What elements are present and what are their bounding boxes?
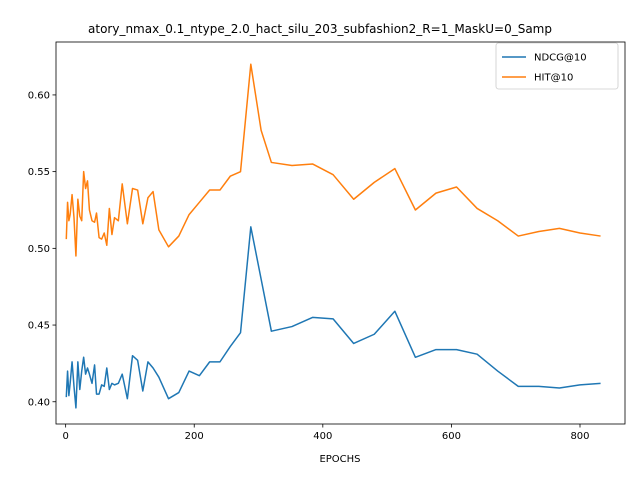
y-tick-label: 0.50 <box>28 244 50 255</box>
chart-title: atory_nmax_0.1_ntype_2.0_hact_silu_203_s… <box>88 22 552 36</box>
plot-background <box>56 42 625 424</box>
x-axis-label: EPOCHS <box>319 454 360 465</box>
x-tick-label: 200 <box>185 431 204 442</box>
legend-box <box>495 42 619 90</box>
x-tick-label: 0 <box>62 431 68 442</box>
y-tick-label: 0.60 <box>28 90 50 101</box>
y-tick-label: 0.45 <box>28 321 50 332</box>
axes-layer: 0 200 400 600 800 0.40 0.45 0.50 0.55 0.60 <box>28 41 626 442</box>
axes-frame <box>55 41 626 425</box>
x-tick-label: 800 <box>570 431 589 442</box>
legend: NDCG@10 HIT@10 <box>495 42 619 90</box>
series-layer <box>65 63 601 409</box>
y-tick-label: 0.55 <box>28 167 50 178</box>
x-tick-label: 600 <box>442 431 461 442</box>
series-line-1 <box>65 226 601 409</box>
series-line-2 <box>65 63 601 257</box>
y-tick-label: 0.40 <box>28 397 50 408</box>
plot-area <box>56 42 625 424</box>
x-tick-label: 400 <box>313 431 332 442</box>
legend-label-1: NDCG@10 <box>534 53 587 64</box>
legend-label-2: HIT@10 <box>534 73 573 84</box>
